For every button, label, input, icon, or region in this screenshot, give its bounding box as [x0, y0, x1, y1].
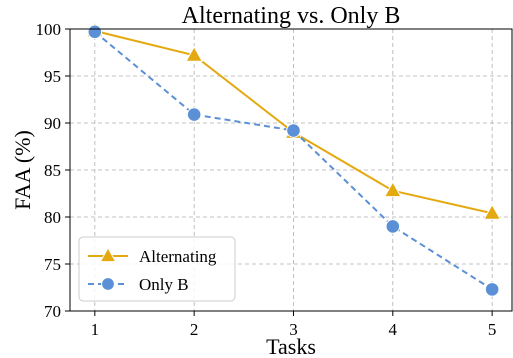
legend-label: Alternating — [139, 247, 217, 266]
y-tick-label: 100 — [36, 20, 62, 39]
legend-entry: Only B — [88, 275, 189, 294]
legend-marker — [101, 277, 115, 291]
x-tick-label: 2 — [190, 320, 199, 339]
data-point — [186, 107, 202, 122]
y-tick-label: 70 — [44, 302, 61, 321]
y-tick-label: 80 — [44, 208, 61, 227]
x-tick-label: 4 — [389, 320, 398, 339]
legend-marker — [99, 246, 117, 263]
data-point — [383, 181, 402, 198]
series-layer — [85, 21, 502, 297]
x-tick-label: 3 — [289, 320, 298, 339]
y-tick-label: 95 — [44, 67, 61, 86]
data-point — [385, 219, 401, 234]
x-tick-label: 5 — [488, 320, 497, 339]
y-tick-label: 90 — [44, 114, 61, 133]
legend-label: Only B — [139, 275, 189, 294]
data-point — [484, 282, 500, 297]
legend: Alternating Only B — [78, 236, 236, 302]
y-tick-label: 75 — [44, 255, 61, 274]
y-axis-label: FAA (%) — [10, 130, 35, 210]
data-point — [286, 123, 301, 138]
series-2 — [87, 24, 500, 297]
axis-ticks: 70 75 80 85 90 95 100 1 2 3 4 5 — [36, 20, 497, 339]
data-point — [87, 24, 103, 40]
y-tick-label: 85 — [44, 161, 61, 180]
data-point — [483, 203, 502, 220]
data-point — [185, 45, 204, 62]
x-tick-label: 1 — [91, 320, 100, 339]
legend-entry: Alternating — [88, 246, 217, 266]
chart-title: Alternating vs. Only B — [182, 3, 401, 29]
x-axis-label: Tasks — [266, 334, 316, 358]
